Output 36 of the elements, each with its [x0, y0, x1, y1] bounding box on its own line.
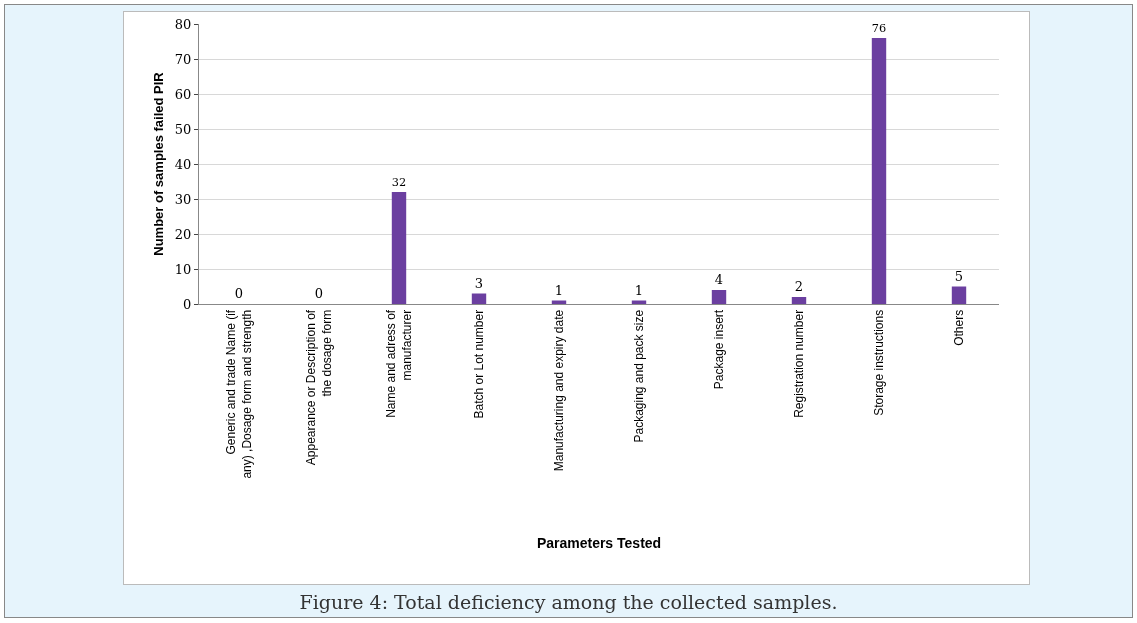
- data-label: 1: [554, 282, 564, 298]
- x-tick-label: Others: [951, 309, 966, 346]
- y-tick-label: 80: [174, 16, 192, 32]
- bar: [471, 293, 487, 304]
- bar: [711, 290, 727, 304]
- data-label: 32: [391, 176, 407, 190]
- bar: [391, 192, 407, 304]
- y-tick-label: 20: [174, 226, 192, 242]
- data-label: 5: [954, 268, 964, 284]
- x-axis-title: Parameters Tested: [536, 534, 662, 551]
- x-tick-label: Generic and trade Name (if any) ,Dosage form and strength: [224, 309, 254, 479]
- data-label: 0: [234, 286, 244, 301]
- data-label: 3: [474, 275, 484, 291]
- data-label: 76: [871, 22, 887, 36]
- data-label: 0: [314, 286, 324, 301]
- x-tick-label: Registration number: [791, 309, 806, 418]
- data-label: 4: [714, 272, 724, 287]
- x-tick-label: Batch or Lot number: [471, 309, 486, 419]
- y-axis-title: Number of samples failed PIR: [151, 71, 166, 256]
- bar: [951, 286, 967, 304]
- bar: [791, 297, 807, 304]
- y-tick-label: 70: [174, 51, 192, 67]
- y-tick-label: 0: [183, 296, 192, 312]
- x-tick-label: Package insert: [711, 309, 726, 390]
- x-tick-label: Storage instructions: [871, 309, 886, 416]
- data-label: 1: [634, 282, 644, 298]
- x-tick-label: Manufacturing and expiry date: [551, 309, 566, 472]
- y-tick-label: 40: [174, 156, 192, 172]
- y-tick-label: 50: [174, 121, 192, 137]
- data-label: 2: [794, 279, 804, 294]
- y-tick-label: 30: [174, 191, 192, 207]
- x-tick-label: Packaging and pack size: [631, 309, 646, 443]
- caption: Figure 4: Total deficiency among the collected samples.: [298, 591, 839, 613]
- bar: [871, 38, 887, 304]
- y-tick-label: 10: [174, 261, 192, 277]
- y-tick-label: 60: [174, 86, 192, 102]
